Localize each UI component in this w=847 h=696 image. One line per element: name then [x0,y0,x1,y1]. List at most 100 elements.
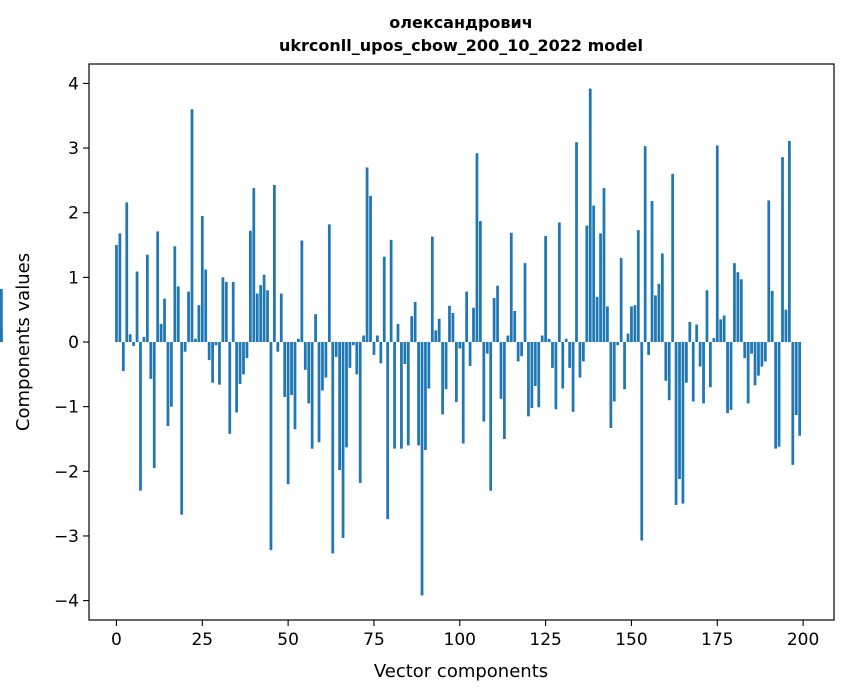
bar-109 [489,342,493,491]
bar-84 [403,342,407,364]
bar-81 [393,342,396,449]
bar-91 [427,342,431,389]
bar-135 [578,342,582,378]
bar-175 [715,145,719,342]
bar-133 [571,342,575,412]
bar-169 [695,324,699,342]
bar-130 [561,342,565,389]
y-tick-label: 2 [68,204,79,224]
bar-159 [660,253,664,342]
bar-86 [410,316,414,342]
bar-49 [283,342,287,397]
bar-22 [190,109,194,342]
bar-44 [266,290,269,342]
bar-undefined [0,328,3,342]
bar-177 [722,315,726,342]
bar-105 [475,153,479,342]
bar-41 [255,293,259,342]
bar-66 [341,342,345,538]
bar-54 [300,240,304,342]
bar-123 [537,342,541,408]
y-tick-label: 0 [68,333,79,353]
bar-143 [606,306,609,342]
y-tick-label: −3 [54,527,79,547]
bar-146 [616,342,620,346]
bar-29 [214,342,218,346]
bar-119 [523,263,527,342]
bar-137 [585,225,589,342]
bar-197 [791,342,795,465]
bar-142 [602,188,606,342]
bar-60 [321,342,324,391]
bar-132 [568,342,572,368]
bar-19 [180,342,184,515]
x-tick-label: 25 [191,630,213,650]
bar-172 [705,290,709,342]
y-tick-label: 1 [68,268,79,288]
bar-165 [681,342,685,504]
bar-108 [485,342,489,354]
bar-193 [777,342,781,447]
bar-138 [588,88,592,342]
bar-77 [379,342,383,364]
bar-59 [317,342,321,443]
bar-186 [753,342,757,386]
bar-20 [183,342,187,352]
bar-171 [702,342,705,404]
bar-98 [451,312,455,342]
bar-6 [135,271,139,342]
bar-188 [760,342,764,367]
bar-12 [156,231,160,342]
bar-150 [630,306,633,342]
bar-26 [204,269,208,342]
x-tick-label: 75 [363,630,385,650]
bar-42 [259,285,263,342]
bar-33 [228,342,232,434]
bar-1 [118,233,122,342]
bar-68 [348,342,352,368]
bar-50 [286,342,290,485]
bar-83 [400,342,403,449]
bar-163 [674,342,678,505]
bar-27 [207,342,211,361]
bar-189 [763,342,767,362]
bar-167 [688,321,692,342]
bar-196 [788,140,791,342]
y-tick-label: −1 [54,398,79,418]
bar-55 [303,342,307,370]
bar-155 [647,342,650,355]
bar-121 [530,342,534,408]
bar-170 [698,342,702,367]
x-axis-label: Vector components [374,661,548,682]
bar-72 [362,335,366,342]
bar-174 [712,338,716,342]
bar-166 [685,342,688,383]
bar-88 [417,342,420,446]
bar-64 [334,342,338,357]
bar-76 [376,335,379,342]
bar-40 [252,188,256,342]
bar-undefined [0,338,3,342]
bar-28 [211,342,214,383]
bar-147 [619,257,623,342]
bar-115 [509,232,513,342]
x-tick-label: 150 [615,630,647,650]
bar-153 [640,342,644,541]
bar-144 [609,342,613,428]
bar-136 [582,342,585,362]
bar-82 [396,323,400,342]
bar-90 [424,342,427,450]
bar-164 [678,342,681,480]
bar-110 [492,298,496,342]
bar-74 [369,195,372,342]
bar-79 [386,342,390,520]
bar-52 [293,342,297,430]
x-tick-label: 175 [701,630,733,650]
bar-31 [221,277,225,342]
bar-43 [262,274,266,342]
bar-48 [279,293,283,342]
bar-124 [540,335,544,342]
bar-182 [739,279,743,342]
bar-undefined [0,288,3,342]
